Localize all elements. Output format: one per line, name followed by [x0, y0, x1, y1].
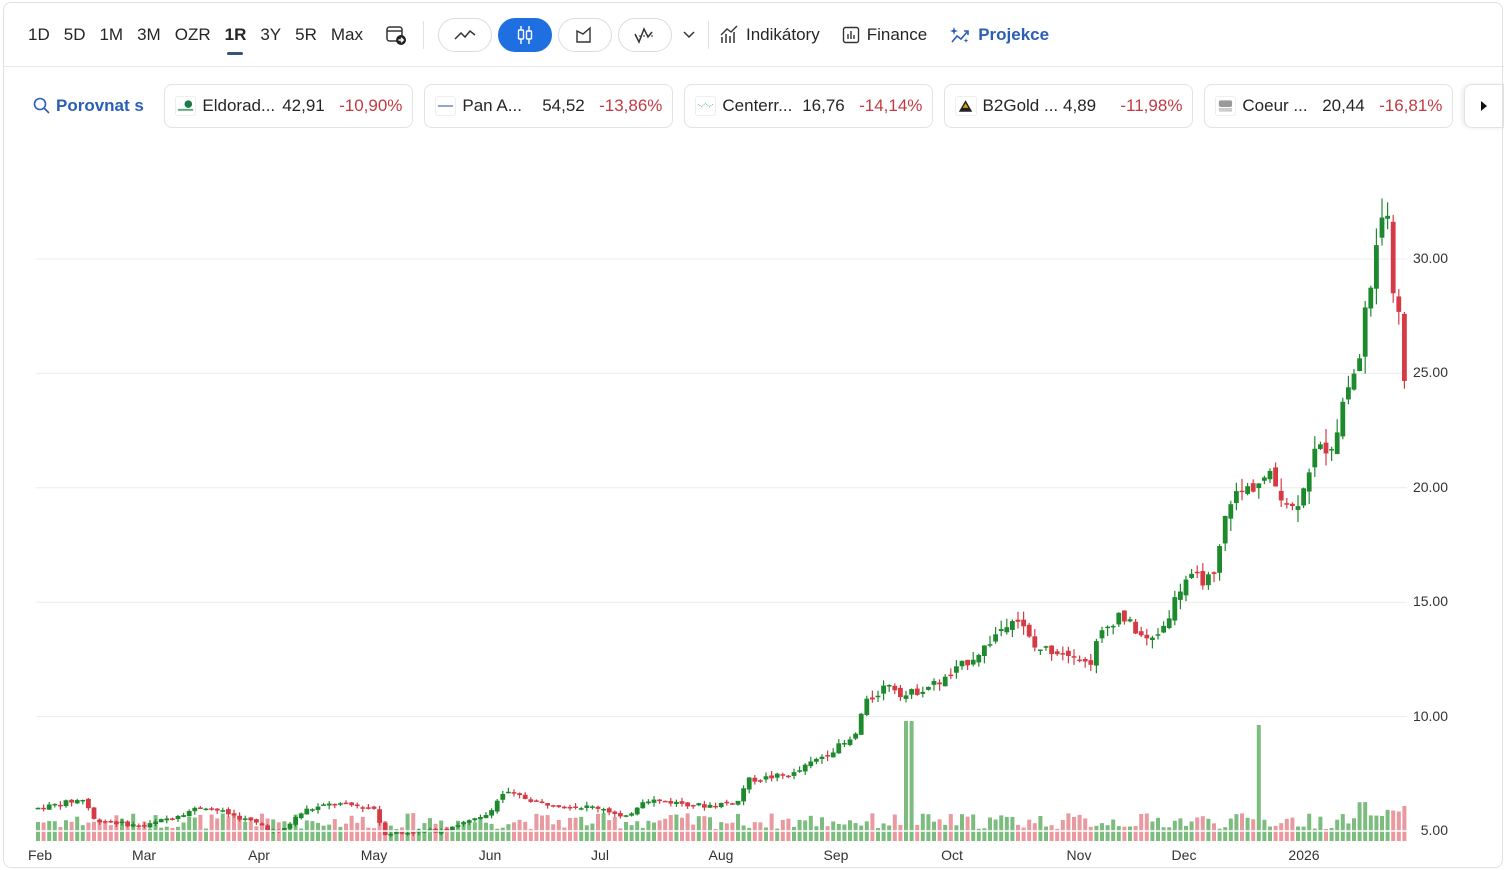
toolbar-divider [423, 20, 424, 49]
range-1r[interactable]: 1R [219, 15, 253, 55]
x-tick-label: Oct [941, 847, 963, 863]
chip-name: Eldorad... [202, 96, 276, 115]
chip-price: 16,76 [802, 96, 845, 115]
x-tick-label: Sep [823, 847, 849, 863]
caret-right-icon [1481, 101, 1488, 111]
finance-button[interactable]: Finance [842, 25, 927, 45]
chip-price: 42,91 [282, 96, 325, 115]
x-tick-label: Nov [1066, 847, 1092, 863]
range-1m[interactable]: 1M [99, 24, 124, 44]
scroll-right-button[interactable] [1464, 84, 1504, 128]
candlestick-chart-button[interactable] [498, 17, 552, 52]
line-chart-icon [454, 29, 476, 40]
chart-widget: 1D 5D 1M 3M OZR 1R 3Y 5R Max Indikátory Finance [3, 2, 1504, 869]
y-tick-label: 25.00 [1412, 364, 1448, 381]
chip-change: -10,90% [339, 96, 403, 115]
price-chart[interactable]: 30.00 25.00 20.00 15.00 10.00 5.00 Feb Mar Apr M… [4, 143, 1504, 869]
y-tick-label: 5.00 [1420, 822, 1448, 838]
compare-chip[interactable]: Pan A... 54,52 -13,86% [424, 84, 674, 128]
search-icon [33, 97, 50, 114]
company-logo-icon [175, 96, 197, 116]
x-tick-label: Jun [478, 847, 502, 863]
range-3m[interactable]: 3M [137, 24, 161, 44]
chip-name: Coeur ... [1242, 96, 1308, 115]
x-tick-label: Dec [1171, 847, 1197, 863]
range-5r[interactable]: 5R [295, 24, 317, 44]
calendar-arrow-icon [386, 25, 406, 45]
company-logo-icon [435, 96, 457, 116]
compare-strip: Porovnat s Eldorad... 42,91 -10,90% Pan A..… [4, 81, 1504, 131]
compare-label: Porovnat s [56, 96, 144, 115]
chip-change: -13,86% [599, 96, 663, 115]
chip-name: B2Gold ... [982, 96, 1059, 115]
custom-date-range-button[interactable] [383, 22, 409, 48]
range-1d[interactable]: 1D [28, 24, 50, 44]
indicators-button[interactable]: Indikátory [719, 25, 820, 45]
x-tick-label: Feb [27, 847, 53, 863]
range-3y[interactable]: 3Y [260, 24, 282, 44]
baseline-chart-button[interactable] [618, 17, 672, 52]
compare-chip[interactable]: Coeur ... 20,44 -16,81% [1204, 84, 1454, 128]
compare-chip[interactable]: Centerr... 16,76 -14,14% [684, 84, 934, 128]
range-max[interactable]: Max [330, 24, 363, 44]
range-5d[interactable]: 5D [63, 24, 86, 44]
chip-price: 54,52 [542, 96, 585, 115]
range-ozr[interactable]: OZR [174, 24, 211, 44]
x-tick-label: Mar [131, 847, 157, 863]
company-logo-icon [695, 96, 717, 116]
line-chart-button[interactable] [438, 17, 492, 52]
compare-chip[interactable]: B2Gold ... 4,89 -11,98% [944, 84, 1194, 128]
finance-label: Finance [866, 24, 928, 44]
chip-name: Pan A... [462, 96, 522, 115]
area-chart-icon [576, 25, 591, 43]
indicators-icon [720, 25, 738, 43]
compare-chip[interactable]: Eldorad... 42,91 -10,90% [164, 84, 414, 128]
chevron-down-icon [683, 30, 695, 38]
chip-change: -14,14% [859, 96, 923, 115]
x-tick-label: May [360, 847, 388, 863]
chip-name: Centerr... [722, 96, 793, 115]
sparkle-trend-icon [950, 26, 969, 43]
x-tick-label: Apr [248, 847, 270, 863]
toolbar-divider [708, 20, 709, 49]
baseline-chart-icon [634, 26, 655, 44]
indicators-label: Indikátory [746, 24, 820, 44]
chart-type-dropdown[interactable] [678, 18, 700, 52]
candlestick-icon [517, 25, 533, 44]
chip-price: 4,89 [1063, 96, 1097, 115]
compare-button[interactable]: Porovnat s [32, 96, 164, 116]
y-tick-label: 10.00 [1412, 707, 1448, 724]
chip-price: 20,44 [1322, 96, 1365, 115]
chart-toolbar: 1D 5D 1M 3M OZR 1R 3Y 5R Max Indikátory Finance [4, 3, 1504, 67]
company-logo-icon [1215, 96, 1237, 116]
x-tick-label: 2026 [1288, 847, 1320, 863]
candlestick-plot[interactable] [4, 143, 1504, 869]
projection-label: Projekce [978, 24, 1050, 44]
y-tick-label: 20.00 [1412, 478, 1448, 495]
chip-change: -11,98% [1120, 96, 1183, 115]
x-tick-label: Aug [708, 847, 734, 863]
finance-icon [842, 26, 859, 43]
y-tick-label: 30.00 [1412, 250, 1448, 266]
range-selector: 1D 5D 1M 3M OZR 1R 3Y 5R Max [22, 15, 371, 55]
company-logo-icon [955, 96, 977, 116]
compare-chips: Eldorad... 42,91 -10,90% Pan A... 54,52 -13,8… [164, 84, 1464, 128]
area-chart-button[interactable] [558, 17, 612, 52]
chip-change: -16,81% [1379, 96, 1443, 115]
projection-button[interactable]: Projekce [949, 25, 1049, 45]
y-tick-label: 15.00 [1412, 593, 1448, 610]
x-tick-label: Jul [591, 847, 609, 863]
